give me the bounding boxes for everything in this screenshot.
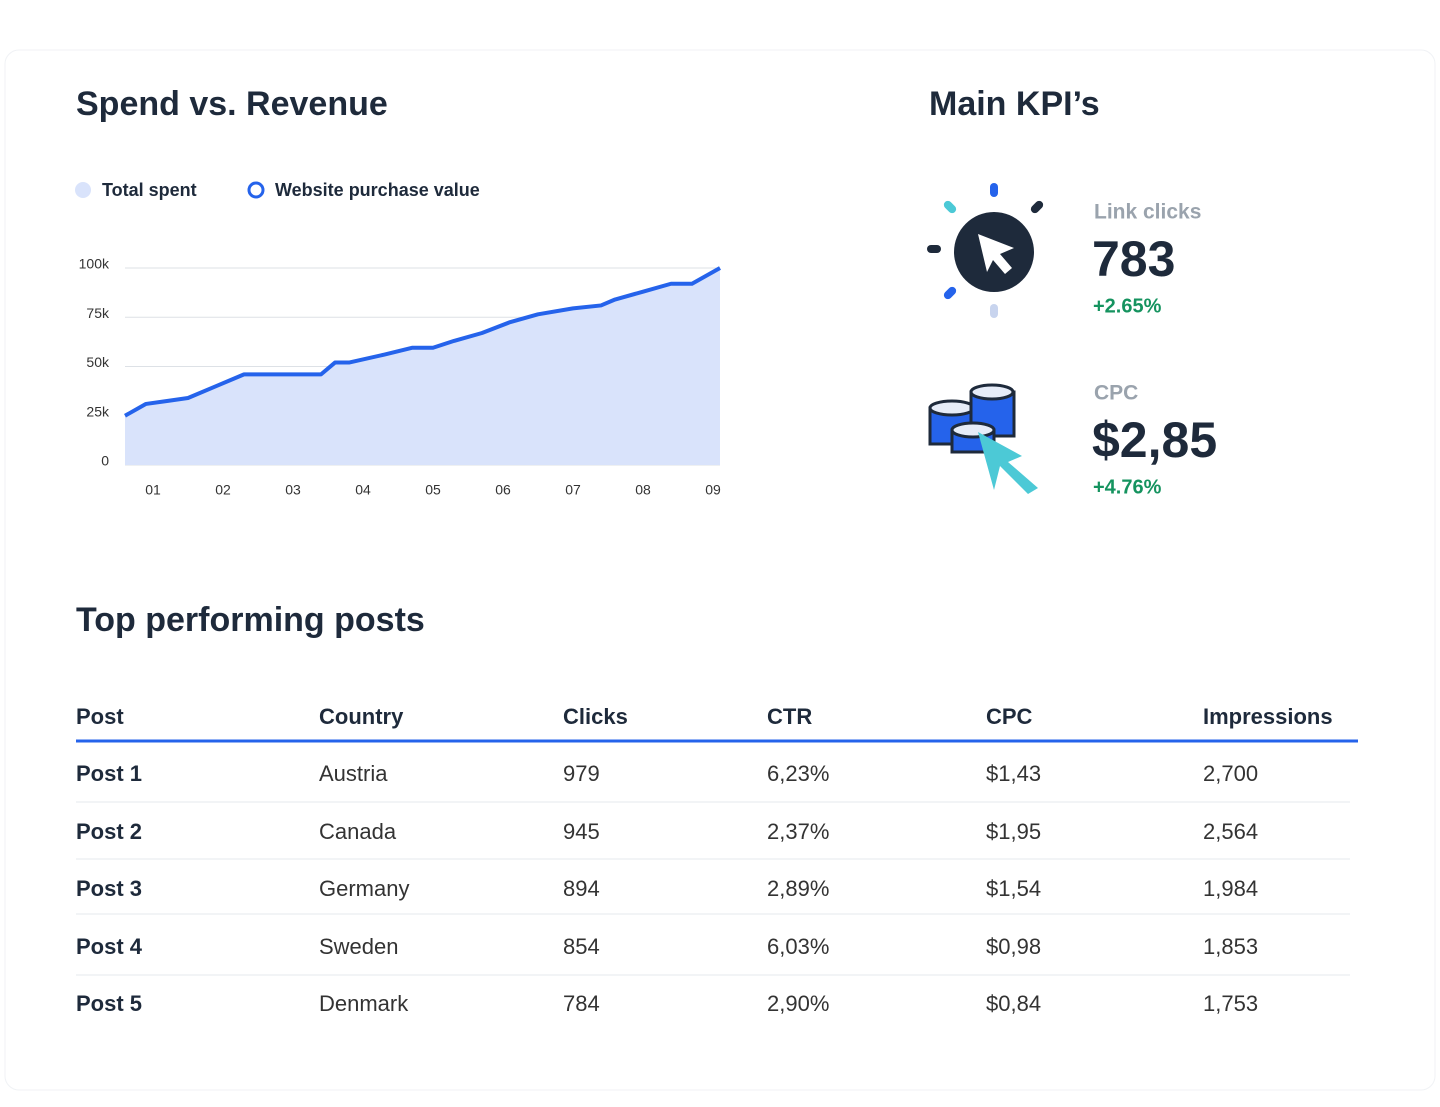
table-cell: 2,37%	[767, 819, 829, 844]
table-header: Country	[319, 704, 404, 729]
table-cell: Post 3	[76, 876, 142, 901]
table-cell: 1,853	[1203, 934, 1258, 959]
table-cell: Germany	[319, 876, 409, 901]
table-cell: Sweden	[319, 934, 399, 959]
y-tick-label: 100k	[79, 256, 110, 272]
legend-label: Total spent	[102, 180, 197, 200]
table-cell: 2,90%	[767, 991, 829, 1016]
y-tick-label: 25k	[86, 403, 110, 419]
table-cell: 2,564	[1203, 819, 1258, 844]
legend-label: Website purchase value	[275, 180, 480, 200]
table-cell: 979	[563, 761, 600, 786]
x-tick-label: 08	[635, 482, 651, 498]
x-tick-label: 06	[495, 482, 511, 498]
card	[4, 49, 1436, 1091]
kpi-change: +2.65%	[1093, 295, 1162, 317]
x-tick-label: 07	[565, 482, 581, 498]
table-header: Impressions	[1203, 704, 1333, 729]
coins-icon	[928, 383, 1038, 494]
click-icon	[927, 183, 1044, 318]
table-header: Clicks	[563, 704, 628, 729]
table-cell: $1,95	[986, 819, 1041, 844]
table-title: Top performing posts	[76, 601, 425, 639]
table-cell: 1,753	[1203, 991, 1258, 1016]
table-cell: Post 5	[76, 991, 142, 1016]
table-cell: Canada	[319, 819, 397, 844]
table-cell: 2,89%	[767, 876, 829, 901]
x-tick-label: 01	[145, 482, 161, 498]
table-header: Post	[76, 704, 124, 729]
area	[125, 268, 720, 465]
x-tick-label: 03	[285, 482, 301, 498]
kpi-value: 783	[1092, 231, 1175, 287]
table-cell: Denmark	[319, 991, 409, 1016]
table-header: CPC	[986, 704, 1033, 729]
line	[124, 266, 721, 418]
y-tick-label: 75k	[86, 305, 110, 321]
x-tick-label: 09	[705, 482, 721, 498]
table-cell: 1,984	[1203, 876, 1258, 901]
legend-swatch	[75, 182, 91, 198]
kpi-value: $2,85	[1092, 412, 1217, 468]
x-tick-label: 04	[355, 482, 371, 498]
table-cell: Post 2	[76, 819, 142, 844]
table-cell: 2,700	[1203, 761, 1258, 786]
table-cell: 854	[563, 934, 600, 959]
table-cell: 945	[563, 819, 600, 844]
table-header: CTR	[767, 704, 812, 729]
table-cell: 6,03%	[767, 934, 829, 959]
legend-swatch	[247, 181, 265, 199]
table-cell: Austria	[319, 761, 388, 786]
x-tick-label: 05	[425, 482, 441, 498]
y-tick-label: 50k	[86, 354, 110, 370]
table-cell: Post 1	[76, 761, 142, 786]
table-cell: 784	[563, 991, 600, 1016]
table-cell: 6,23%	[767, 761, 829, 786]
table-cell: $1,54	[986, 876, 1041, 901]
chart-title: Spend vs. Revenue	[76, 85, 388, 123]
table-cell: $1,43	[986, 761, 1041, 786]
kpi-label: CPC	[1094, 382, 1138, 405]
kpi-title: Main KPI’s	[929, 85, 1100, 123]
table-cell: 894	[563, 876, 600, 901]
kpi-label: Link clicks	[1094, 201, 1201, 224]
kpi-change: +4.76%	[1093, 476, 1162, 498]
table-cell: $0,98	[986, 934, 1041, 959]
y-tick-label: 0	[101, 453, 109, 469]
table-cell: $0,84	[986, 991, 1041, 1016]
table-cell: Post 4	[76, 934, 143, 959]
x-tick-label: 02	[215, 482, 231, 498]
